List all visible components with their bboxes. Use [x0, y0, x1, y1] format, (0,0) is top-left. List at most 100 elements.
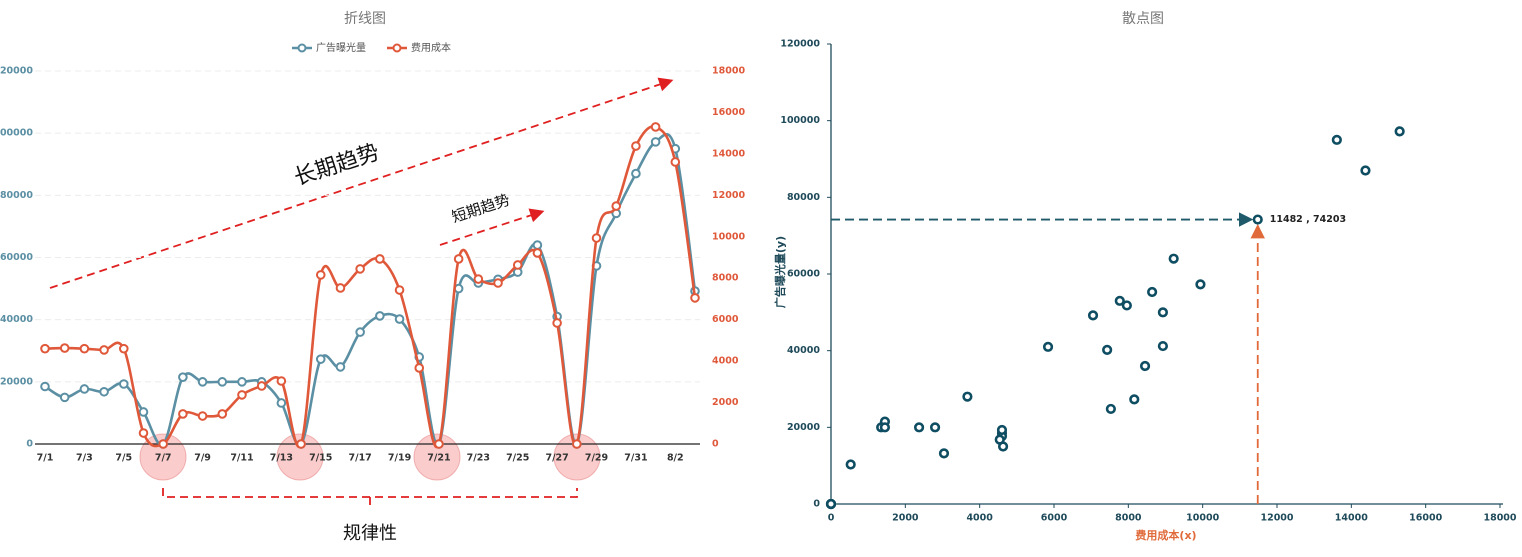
- y2-tick-label: 18000: [712, 66, 745, 77]
- point: [434, 439, 444, 449]
- point: [197, 411, 208, 421]
- y2-tick-label: 2000: [712, 397, 739, 408]
- point: [99, 345, 109, 355]
- point: [913, 422, 925, 433]
- y-tick-label: 20000: [0, 376, 33, 387]
- point: [1042, 341, 1054, 352]
- point: [217, 409, 228, 419]
- point: [335, 362, 346, 372]
- point: [591, 233, 602, 243]
- y2-tick-label: 8000: [712, 273, 739, 284]
- y-tick-label: 80000: [787, 192, 820, 203]
- x-tick-label: 16000: [1409, 513, 1442, 524]
- point: [197, 377, 208, 387]
- point: [276, 376, 287, 386]
- series-line: [44, 133, 697, 447]
- point: [276, 398, 287, 408]
- point: [40, 381, 50, 392]
- bracket: [162, 488, 578, 509]
- point: [1331, 134, 1342, 145]
- point: [79, 384, 90, 394]
- x-axis-title: 费用成本(x): [1135, 528, 1196, 542]
- point: [99, 386, 109, 397]
- x-tick-label: 7/25: [506, 453, 529, 464]
- point: [631, 141, 641, 151]
- annotation: 长期趋势: [291, 140, 382, 191]
- point: [178, 409, 188, 419]
- point: [237, 377, 247, 387]
- x-tick-label: 8000: [1115, 513, 1142, 524]
- point: [512, 260, 523, 270]
- point: [138, 428, 149, 438]
- x-tick-label: 12000: [1260, 513, 1293, 524]
- point: [938, 448, 950, 459]
- point: [1147, 286, 1158, 298]
- annotation: 11482 , 74203: [1270, 214, 1346, 225]
- point: [335, 283, 346, 293]
- y2-tick-label: 6000: [712, 314, 739, 325]
- y-tick-label: 60000: [787, 269, 820, 280]
- y-tick-label: 120000: [0, 66, 33, 77]
- point: [879, 422, 890, 433]
- x-tick-label: 7/17: [348, 453, 371, 464]
- point: [118, 343, 129, 354]
- point: [1105, 403, 1116, 415]
- point: [138, 407, 149, 417]
- y-tick-label: 0: [26, 439, 33, 450]
- point: [1157, 307, 1168, 318]
- highlights: [139, 433, 601, 481]
- point: [493, 278, 503, 288]
- point: [650, 137, 661, 147]
- series-line: [44, 125, 697, 449]
- point: [118, 379, 129, 389]
- x-tick-label: 7/11: [230, 453, 253, 464]
- point: [79, 343, 90, 354]
- chart-title: 折线图: [344, 11, 386, 27]
- point: [994, 434, 1005, 445]
- trend-arrow: [439, 208, 545, 246]
- point: [1195, 279, 1206, 290]
- y-axis-title: 广告曝光量(y): [773, 236, 787, 308]
- point: [1139, 360, 1151, 372]
- y-tick-label: 100000: [780, 115, 820, 126]
- legend-label: 费用成本: [411, 41, 451, 54]
- y2-tick-label: 14000: [712, 148, 745, 159]
- point: [217, 377, 228, 387]
- point: [532, 248, 543, 258]
- legend-marker: [392, 43, 402, 53]
- x-tick-label: 7/27: [545, 453, 568, 464]
- point: [1168, 253, 1179, 264]
- annotation: 规律性: [343, 523, 397, 544]
- x-tick-label: 7/15: [309, 453, 332, 464]
- trend-arrow: [49, 77, 674, 289]
- y2-tick-label: 10000: [712, 231, 745, 242]
- point: [473, 274, 484, 284]
- x-tick-label: 2000: [892, 513, 919, 524]
- point: [375, 311, 385, 321]
- y-tick-label: 60000: [0, 252, 33, 263]
- x-tick-label: 6000: [1041, 513, 1068, 524]
- point: [1102, 344, 1113, 356]
- point: [375, 254, 385, 264]
- x-tick-label: 7/5: [115, 453, 132, 464]
- highlight: [413, 433, 461, 481]
- legend-label: 广告曝光量: [316, 41, 366, 54]
- x-tick-label: 14000: [1335, 513, 1368, 524]
- point: [237, 390, 247, 400]
- point: [1114, 295, 1125, 306]
- x-tick-label: 7/21: [427, 453, 450, 464]
- point: [552, 318, 562, 328]
- point: [962, 391, 973, 402]
- point: [1121, 300, 1132, 311]
- point: [296, 439, 306, 449]
- point: [414, 363, 425, 373]
- y2-tick-label: 0: [712, 439, 719, 450]
- y2-tick-label: 16000: [712, 107, 745, 118]
- point: [355, 327, 365, 337]
- annotation: 短期趋势: [450, 191, 513, 227]
- point: [1129, 394, 1140, 405]
- point: [631, 168, 641, 179]
- point: [611, 201, 622, 211]
- y-tick-label: 20000: [787, 422, 820, 433]
